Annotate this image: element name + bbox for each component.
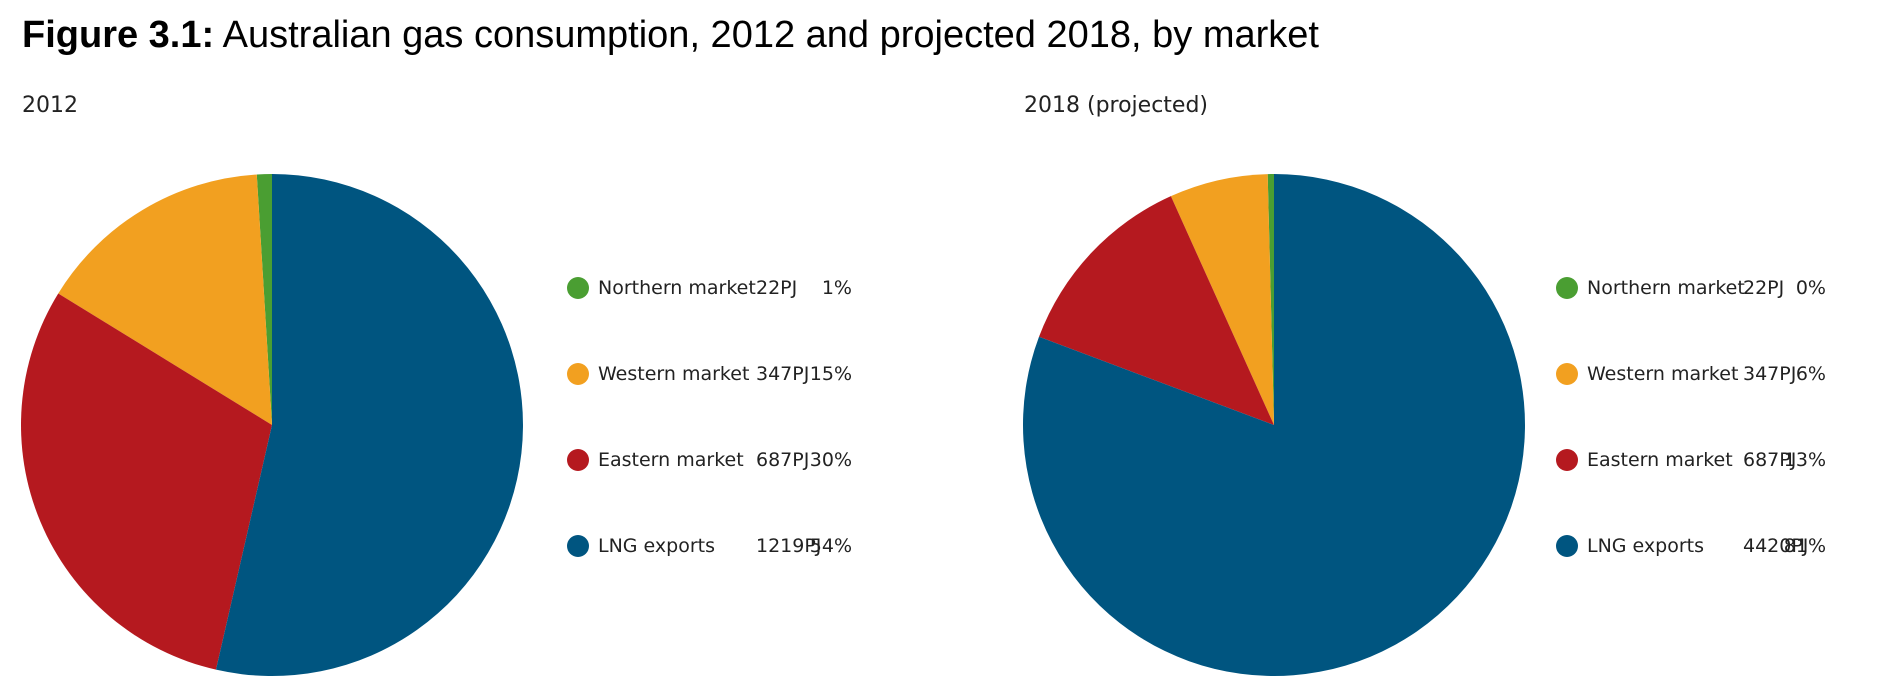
pie-chart-2012 xyxy=(21,174,523,676)
legend-percent: 0% xyxy=(1795,277,1826,299)
legend-swatch-northern-market xyxy=(1556,277,1578,299)
legend-label: Northern market xyxy=(1587,277,1745,299)
legend-percent: 6% xyxy=(1795,363,1826,385)
legend-label: Northern market xyxy=(598,277,756,299)
legend-label: Eastern market xyxy=(1587,449,1733,471)
pie-slice-eastern-market xyxy=(1039,196,1274,425)
legend-value: 22PJ xyxy=(1743,277,1785,299)
legend-2018: Northern market 22PJ 0% Western market 347PJ… xyxy=(1556,275,1881,575)
chart-2018-title: 2018 (projected) xyxy=(1024,93,1209,118)
legend-swatch-western-market xyxy=(1556,363,1578,385)
legend-percent: 30% xyxy=(809,449,852,471)
pie-slice-lng-exports xyxy=(1022,174,1525,676)
pie-slice-northern-market xyxy=(1267,174,1274,425)
legend-label: Western market xyxy=(598,363,750,385)
legend-label: Western market xyxy=(1587,363,1739,385)
legend-percent: 1% xyxy=(821,277,852,299)
pie-slice-northern-market xyxy=(256,174,272,425)
legend-swatch-eastern-market xyxy=(567,449,589,471)
figure-title-prefix: Figure 3.1: xyxy=(22,14,215,56)
legend-label: Eastern market xyxy=(598,449,744,471)
legend-swatch-western-market xyxy=(567,363,589,385)
legend-value: 1219PJ xyxy=(756,535,822,557)
legend-value: 687PJ xyxy=(756,449,810,471)
legend-percent: 13% xyxy=(1783,449,1826,471)
chart-2012-title: 2012 xyxy=(22,93,78,118)
legend-value: 4420PJ xyxy=(1743,535,1809,557)
legend-value: 22PJ xyxy=(756,277,798,299)
legend-swatch-lng-exports xyxy=(567,535,589,557)
legend-2012: Northern market 22PJ 1% Western market 347PJ… xyxy=(567,275,907,575)
legend-value: 347PJ xyxy=(1743,363,1797,385)
pie-chart-2018 xyxy=(1022,174,1525,676)
pie-slice-lng-exports xyxy=(215,174,523,676)
figure-title: Figure 3.1: Australian gas consumption, … xyxy=(22,8,1319,62)
legend-percent: 81% xyxy=(1783,535,1826,557)
legend-swatch-lng-exports xyxy=(1556,535,1578,557)
pie-slice-western-market xyxy=(1170,174,1274,425)
legend-swatch-eastern-market xyxy=(1556,449,1578,471)
legend-percent: 15% xyxy=(809,363,852,385)
legend-swatch-northern-market xyxy=(567,277,589,299)
legend-label: LNG exports xyxy=(1587,535,1705,557)
legend-value: 687PJ xyxy=(1743,449,1797,471)
legend-percent: 54% xyxy=(809,535,852,557)
figure-title-text: Australian gas consumption, 2012 and pro… xyxy=(222,14,1319,56)
pie-slice-eastern-market xyxy=(21,293,273,670)
legend-label: LNG exports xyxy=(598,535,716,557)
pie-slice-western-market xyxy=(58,174,272,425)
legend-value: 347PJ xyxy=(756,363,810,385)
